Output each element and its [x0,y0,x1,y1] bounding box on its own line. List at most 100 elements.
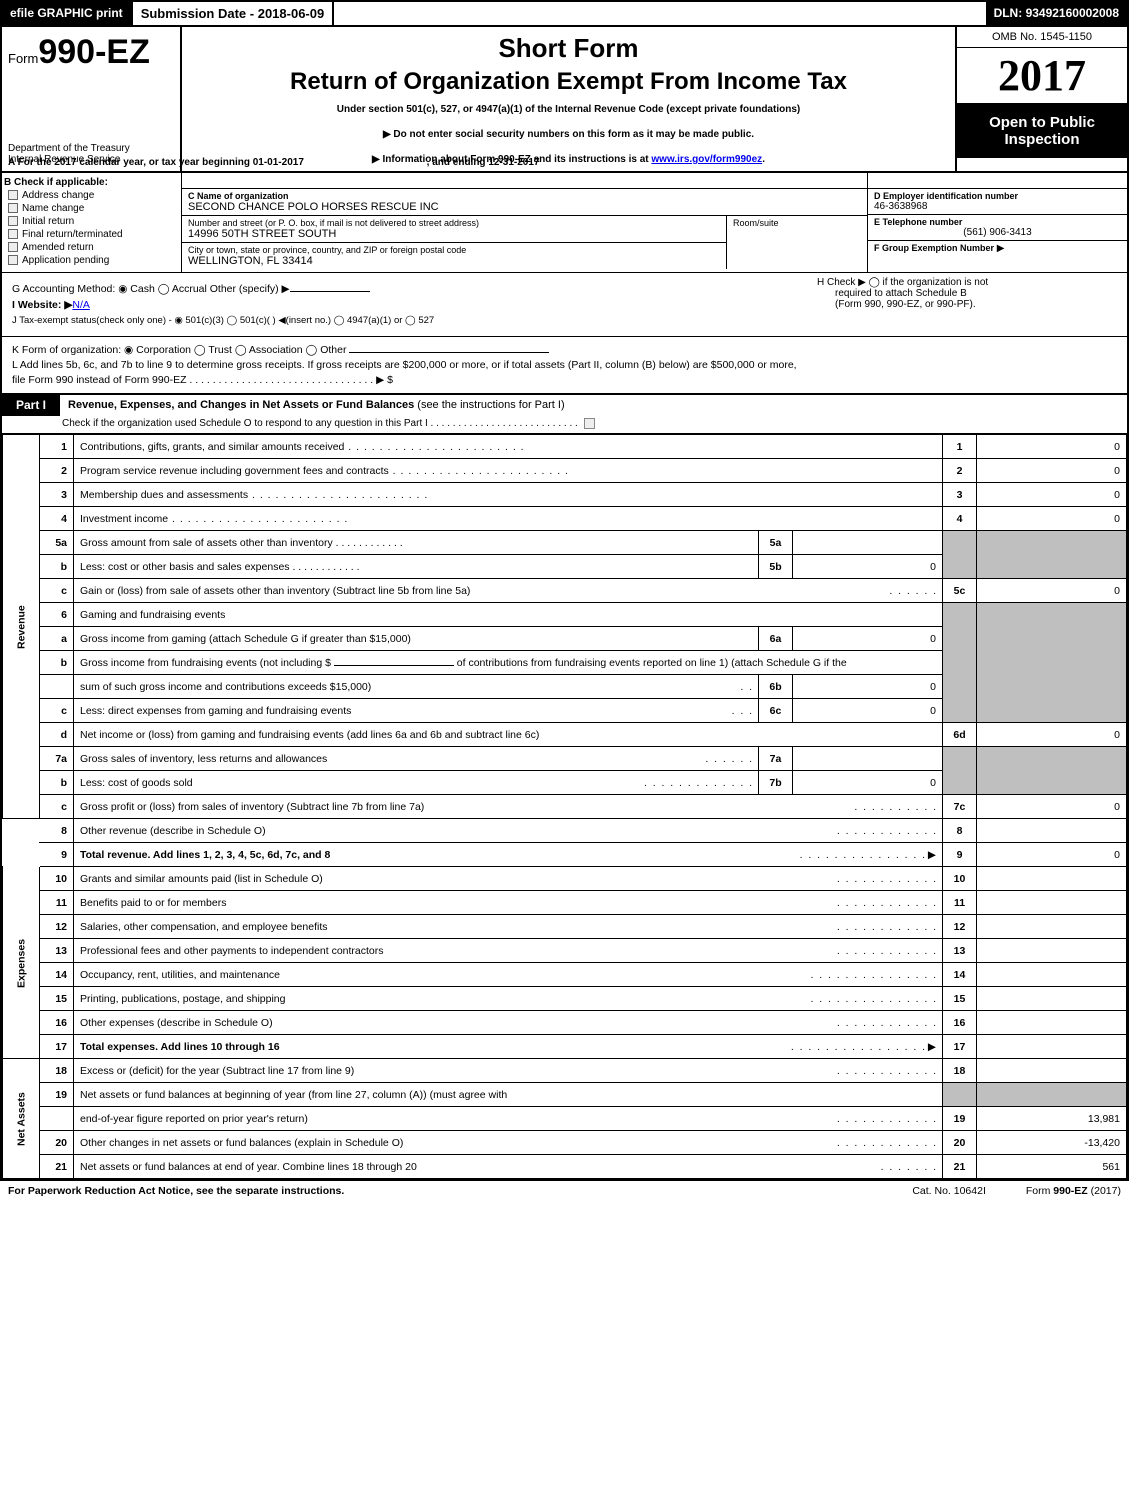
6b-pre: Gross income from fundraising events (no… [80,657,334,669]
ln-12: 12 [40,915,74,939]
check-application-pending[interactable]: Application pending [8,255,175,266]
ln-14: 14 [40,963,74,987]
desc-4: Investment income [74,507,943,531]
minival-5a [793,531,943,555]
desc-9: Total revenue. Add lines 1, 2, 3, 4, 5c,… [74,843,943,867]
table-row: 14Occupancy, rent, utilities, and mainte… [3,963,1127,987]
tax-year: 2017 [957,48,1127,104]
desc-5c: Gain or (loss) from sale of assets other… [74,579,943,603]
col-9: 9 [943,843,977,867]
col-17: 17 [943,1035,977,1059]
ln-3: 3 [40,483,74,507]
schedule-o-checkbox[interactable] [584,418,595,429]
ln-6b: b [40,651,74,675]
table-row: 21 Net assets or fund balances at end of… [3,1155,1127,1179]
efile-print-button[interactable]: efile GRAPHIC print [2,2,133,25]
desc-7b: Less: cost of goods sold. . . . . . . . … [74,771,759,795]
desc-20: Other changes in net assets or fund bala… [74,1131,943,1155]
ln-8: 8 [40,819,74,843]
dln-label: DLN: [994,6,1026,20]
val-9: 0 [977,843,1127,867]
submission-label: Submission Date - [141,6,258,21]
city-state-zip: City or town, state or province, country… [182,243,726,269]
c-org-name: C Name of organization SECOND CHANCE POL… [182,189,867,216]
line-l-1: L Add lines 5b, 6c, and 7b to line 9 to … [12,359,1117,371]
check-initial-return[interactable]: Initial return [8,216,175,227]
mini-6b: 6b [759,675,793,699]
table-row: 19 Net assets or fund balances at beginn… [3,1083,1127,1107]
g-other-input[interactable] [290,291,370,292]
street-value: 14996 50TH STREET SOUTH [188,228,720,240]
desc-16: Other expenses (describe in Schedule O).… [74,1011,943,1035]
section-g-j: G Accounting Method: ◉ Cash ◯ Accrual Ot… [2,273,1127,337]
col-5c: 5c [943,579,977,603]
val-11 [977,891,1127,915]
dept-treasury: Department of the Treasury [8,143,130,154]
table-row: 5a Gross amount from sale of assets othe… [3,531,1127,555]
dln-value: 93492160002008 [1026,6,1119,20]
check-final-return[interactable]: Final return/terminated [8,229,175,240]
shade-6 [943,603,977,723]
ln-1: 1 [40,435,74,459]
col-b-checkboxes: B Check if applicable: Address change Na… [2,173,182,272]
table-row: 12Salaries, other compensation, and empl… [3,915,1127,939]
page-footer: For Paperwork Reduction Act Notice, see … [0,1181,1129,1201]
mini-5a: 5a [759,531,793,555]
desc-7c: Gross profit or (loss) from sales of inv… [74,795,943,819]
desc-7a: Gross sales of inventory, less returns a… [74,747,759,771]
shade-7v [977,747,1127,795]
h-line3: (Form 990, 990-EZ, or 990-PF). [817,299,1117,310]
line-k-form-org: K Form of organization: ◉ Corporation ◯ … [12,344,1117,356]
table-row: 7a Gross sales of inventory, less return… [3,747,1127,771]
k-other-input[interactable] [349,352,549,353]
line-a-ending: , and ending 12-31-2017 [427,157,540,168]
checkbox-icon [8,229,18,239]
open-to-public: Open to Public Inspection [957,104,1127,158]
col-8: 8 [943,819,977,843]
footer-form-year: (2017) [1088,1185,1121,1197]
form-number-cell: Form990-EZ Department of the Treasury In… [2,27,182,171]
6b-amount-input[interactable] [334,665,454,666]
form-number: 990-EZ [38,33,150,71]
subtitle: Under section 501(c), 527, or 4947(a)(1)… [192,104,945,115]
mini-7b: 7b [759,771,793,795]
footer-form-pre: Form [1026,1185,1053,1197]
val-7c: 0 [977,795,1127,819]
val-21: 561 [977,1155,1127,1179]
footer-right: Form 990-EZ (2017) [1026,1185,1121,1197]
table-row: 16Other expenses (describe in Schedule O… [3,1011,1127,1035]
desc-5a: Gross amount from sale of assets other t… [74,531,759,555]
table-row: 2 Program service revenue including gove… [3,459,1127,483]
topbar-spacer [334,2,985,25]
table-row: d Net income or (loss) from gaming and f… [3,723,1127,747]
desc-12: Salaries, other compensation, and employ… [74,915,943,939]
part-i-subtext: Check if the organization used Schedule … [2,416,1127,434]
desc-6: Gaming and fundraising events [74,603,943,627]
desc-18: Excess or (deficit) for the year (Subtra… [74,1059,943,1083]
minival-6c: 0 [793,699,943,723]
check-address-change[interactable]: Address change [8,190,175,201]
ein-value: 46-3638968 [874,201,1121,212]
shade-6v [977,603,1127,723]
submission-value: 2018-06-09 [258,6,325,21]
part-title-paren: (see the instructions for Part I) [417,399,564,411]
check-name-change[interactable]: Name change [8,203,175,214]
table-row: 17Total expenses. Add lines 10 through 1… [3,1035,1127,1059]
check-amended-return[interactable]: Amended return [8,242,175,253]
checkbox-icon [8,242,18,252]
ln-9: 9 [40,843,74,867]
website-value: N/A [72,299,90,311]
desc-6d: Net income or (loss) from gaming and fun… [74,723,943,747]
val-13 [977,939,1127,963]
mini-6c: 6c [759,699,793,723]
part-i-header: Part I Revenue, Expenses, and Changes in… [2,394,1127,416]
col-4: 4 [943,507,977,531]
shade-5 [943,531,977,579]
k-text: K Form of organization: ◉ Corporation ◯ … [12,344,346,356]
ln-5c: c [40,579,74,603]
desc-6a: Gross income from gaming (attach Schedul… [74,627,759,651]
col-18: 18 [943,1059,977,1083]
e-header: E Telephone number [874,217,1121,227]
ln-6d: d [40,723,74,747]
part-i-title: Revenue, Expenses, and Changes in Net As… [60,394,1127,416]
